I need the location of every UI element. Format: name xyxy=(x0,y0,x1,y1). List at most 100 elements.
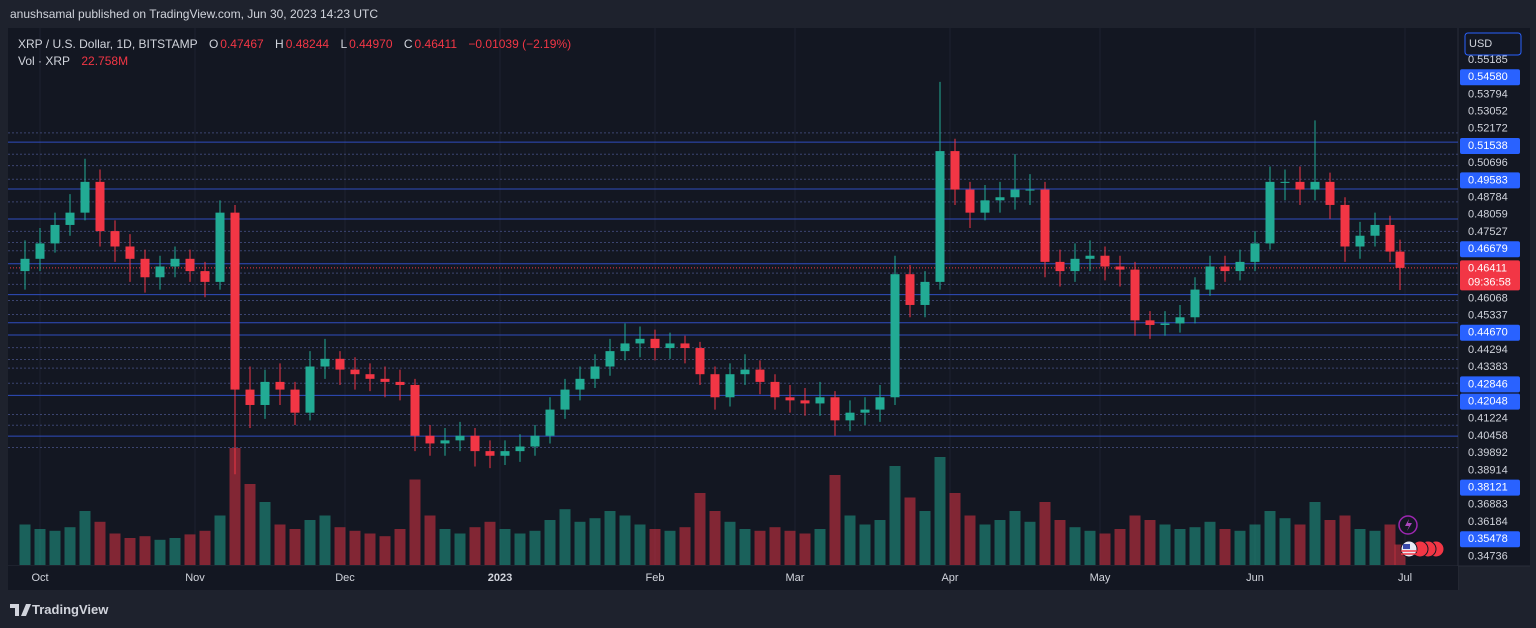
ohlc-value: 0.48244 xyxy=(285,37,330,51)
level-label: 0.54580 xyxy=(1468,71,1508,83)
volume-bar xyxy=(409,479,421,565)
volume-legend: Vol · XRP 22.758M xyxy=(18,54,130,68)
volume-bar xyxy=(874,520,886,565)
candle-body xyxy=(125,246,135,259)
volume-bar xyxy=(769,527,781,565)
volume-bar xyxy=(1294,524,1306,565)
candle-body xyxy=(1250,243,1260,262)
level-label: 0.55185 xyxy=(1468,54,1508,66)
candle-body xyxy=(635,338,645,344)
level-label: 0.53794 xyxy=(1468,88,1508,100)
level-label: 0.49583 xyxy=(1468,174,1508,186)
ohlc-value: 0.46411 xyxy=(414,37,458,51)
volume-bar xyxy=(634,524,646,565)
volume-bar xyxy=(214,515,226,565)
volume-bar xyxy=(724,521,736,565)
volume-bar xyxy=(1129,515,1141,565)
x-tick-label: Jun xyxy=(1246,572,1264,584)
volume-bar xyxy=(1264,511,1276,565)
logo-mark xyxy=(10,604,31,616)
volume-bar xyxy=(1354,529,1366,565)
level-label-bg xyxy=(1460,531,1520,548)
volume-bar xyxy=(349,530,361,565)
volume-bar xyxy=(1394,544,1406,565)
candle-body xyxy=(35,243,45,259)
volume-bar xyxy=(1054,520,1066,565)
candle-body xyxy=(1235,261,1245,272)
candle-body xyxy=(1310,181,1320,190)
ohlc-key: C xyxy=(403,37,413,51)
candle-body xyxy=(380,378,390,382)
x-tick-label: May xyxy=(1090,572,1111,584)
level-label: 0.51538 xyxy=(1468,140,1508,152)
volume-bar xyxy=(274,524,286,565)
volume-bar xyxy=(589,518,601,565)
volume-bar xyxy=(379,536,391,565)
candle-body xyxy=(1085,255,1095,259)
candle-body xyxy=(1145,320,1155,325)
currency[interactable]: USD xyxy=(1469,38,1492,50)
volume-bar xyxy=(814,529,826,565)
volume-bar xyxy=(739,529,751,565)
level-label-bg xyxy=(1460,393,1520,410)
brand: TradingView xyxy=(32,602,109,617)
last-price-bg xyxy=(1460,260,1520,291)
candle-body xyxy=(1055,261,1065,272)
volume-bar xyxy=(514,533,526,565)
price-axis-bg xyxy=(1458,28,1530,566)
candle-body xyxy=(350,369,360,375)
level-label: 0.44294 xyxy=(1468,344,1508,356)
volume-bar xyxy=(229,448,241,565)
x-tick-label: Mar xyxy=(786,572,805,584)
volume-bar xyxy=(124,538,136,565)
volume-bar xyxy=(1384,524,1396,565)
volume-bar xyxy=(259,502,271,565)
ohlc-key: H xyxy=(275,37,284,51)
volume-bar xyxy=(394,529,406,565)
ohlc-value: 0.44970 xyxy=(349,37,393,51)
candle-body xyxy=(215,212,225,282)
volume-bar xyxy=(34,529,46,565)
candle-body xyxy=(140,258,150,278)
candle-body xyxy=(1205,266,1215,290)
time-axis-bg xyxy=(8,566,1458,590)
candle-body xyxy=(1175,317,1185,324)
candle-body xyxy=(515,446,525,452)
volume-bar xyxy=(1249,524,1261,565)
volume-bar xyxy=(1099,533,1111,565)
volume-bar xyxy=(1114,529,1126,565)
level-label: 0.36883 xyxy=(1468,499,1508,511)
candle-body xyxy=(545,409,555,436)
volume-bar xyxy=(364,533,376,565)
volume-bar xyxy=(454,533,466,565)
level-label: 0.48784 xyxy=(1468,192,1508,204)
candle-body xyxy=(50,224,60,244)
volume-bar xyxy=(289,529,301,565)
candle-body xyxy=(410,384,420,436)
candle-body xyxy=(755,369,765,382)
level-label-bg xyxy=(1460,241,1520,258)
candle-body xyxy=(1340,204,1350,247)
last-price: 0.46411 xyxy=(1468,262,1507,274)
candle-body xyxy=(935,151,945,282)
candle-body xyxy=(590,366,600,379)
level-label: 0.38914 xyxy=(1468,464,1508,476)
candle-body xyxy=(1160,323,1170,325)
candle-body xyxy=(605,351,615,367)
currency-box[interactable] xyxy=(1464,32,1522,56)
candle-body xyxy=(1220,266,1230,272)
volume-bar xyxy=(1309,502,1321,565)
candle-body xyxy=(1115,266,1125,270)
volume-bar xyxy=(1324,520,1336,565)
candle-body xyxy=(80,181,90,213)
legend: XRP / U.S. Dollar, 1D, BITSTAMP O 0.47467… xyxy=(18,37,573,51)
flag xyxy=(1403,544,1410,549)
volume-bar xyxy=(1069,527,1081,565)
volume-bar xyxy=(1024,521,1036,565)
level-label: 0.44670 xyxy=(1468,327,1508,339)
volume-bar xyxy=(469,527,481,565)
volume-bar xyxy=(529,530,541,565)
candle-body xyxy=(560,389,570,410)
candle-body xyxy=(1355,235,1365,247)
